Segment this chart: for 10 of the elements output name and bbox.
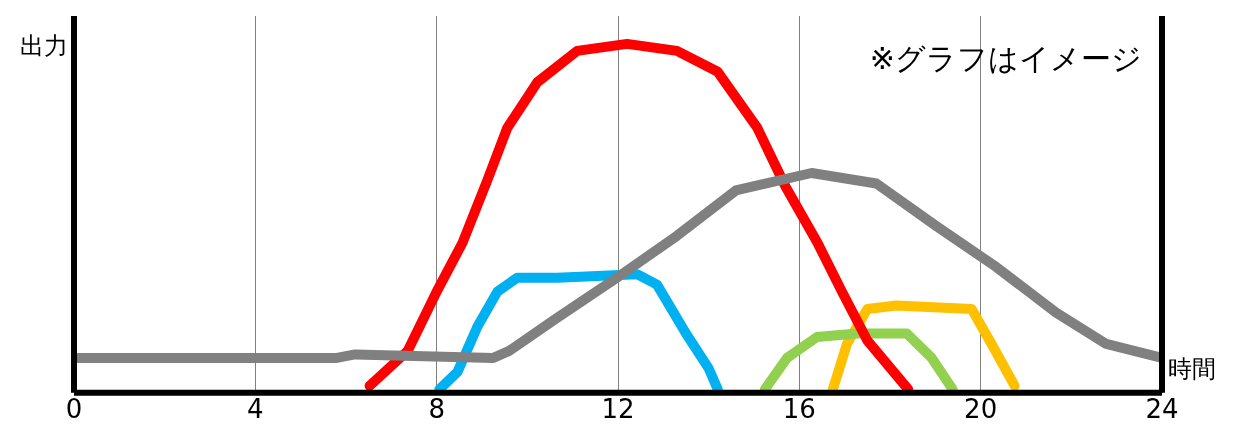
annotation: ※グラフはイメージ <box>869 40 1142 76</box>
x-tick-label: 24 <box>1145 394 1179 425</box>
x-tick-label: 0 <box>65 394 83 425</box>
x-axis-title: 時間 <box>1168 355 1216 384</box>
x-tick-label: 4 <box>247 394 264 425</box>
x-tick-label: 12 <box>601 394 635 425</box>
x-tick-label: 8 <box>428 394 445 425</box>
x-tick-label: 20 <box>964 394 998 425</box>
x-tick-label: 16 <box>782 394 816 425</box>
y-axis-title: 出力 <box>20 32 68 61</box>
